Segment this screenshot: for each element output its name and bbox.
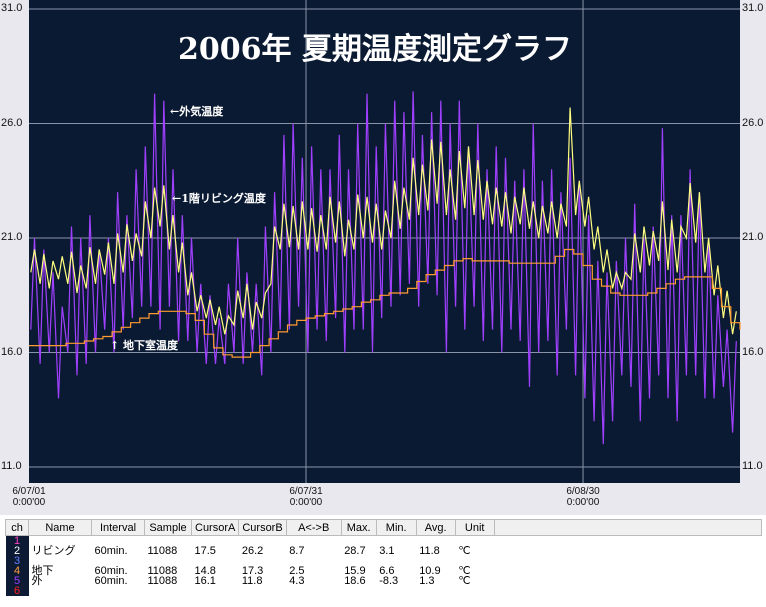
table-row[interactable]: 1: [5, 535, 762, 546]
plot-background: [29, 0, 740, 483]
table-cell: 3.1: [379, 545, 395, 557]
column-header-empty: [493, 519, 762, 536]
column-header[interactable]: A<->B: [285, 519, 342, 536]
channel-number: 3: [5, 556, 29, 567]
table-cell: 60min.: [94, 575, 128, 587]
channel-number: 5: [5, 576, 29, 587]
table-cell: [239, 586, 286, 596]
table-cell: 15.9: [344, 565, 366, 577]
annotation-living: ←1階リビング温度: [172, 192, 266, 205]
table-cell: [92, 586, 145, 596]
x-tick-label: 6/08/30 0:00'00: [566, 486, 600, 508]
table-cell: 11088: [147, 545, 178, 557]
table-cell: 8.7: [289, 545, 305, 557]
table-cell: 10.9: [419, 565, 441, 577]
column-header[interactable]: CursorA: [190, 519, 240, 536]
table-cell: 11088: [147, 565, 178, 577]
table-cell: [416, 586, 455, 596]
column-header[interactable]: CursorB: [238, 519, 287, 536]
table-cell: -8.3: [379, 575, 399, 587]
column-header[interactable]: Avg.: [415, 519, 456, 536]
column-header[interactable]: Unit: [454, 519, 495, 536]
series-line-地下: [29, 248, 741, 358]
x-tick-label: 6/07/01 0:00'00: [12, 486, 46, 508]
table-cell: [29, 586, 92, 596]
table-cell: 28.7: [344, 545, 366, 557]
table-cell: [192, 586, 239, 596]
table-cell: 60min.: [94, 565, 128, 577]
channel-table: ch Name Interval Sample CursorA CursorB A<->B M…: [0, 515, 766, 607]
table-row[interactable]: 2 リビング 60min. 11088 17.5 26.2 8.7 28.7 3.1 11.8 ℃: [5, 545, 762, 557]
series-line-リビング: [30, 107, 737, 335]
table-cell: 1.3: [419, 575, 435, 587]
column-header[interactable]: Min.: [375, 519, 417, 536]
y-tick-label-left: 21.0: [1, 231, 23, 243]
table-cell: ℃: [458, 545, 471, 557]
column-header[interactable]: Interval: [91, 519, 145, 536]
table-cell: 17.3: [241, 565, 264, 577]
table-cell: 11.8: [419, 545, 440, 557]
column-header[interactable]: ch: [5, 519, 29, 536]
table-cell: 18.6: [344, 575, 366, 587]
chart-plot: [29, 0, 741, 483]
channel-number: 1: [5, 535, 29, 546]
table-row[interactable]: 4 地下 60min. 11088 14.8 17.3 2.5 15.9 6.6 10.9 ℃: [5, 565, 762, 577]
table-cell: ℃: [458, 565, 471, 577]
table-cell: [286, 586, 341, 596]
table-cell: 14.8: [194, 565, 216, 577]
y-tick-label-right: 16.0: [742, 345, 764, 358]
y-tick-label-right: 11.0: [742, 460, 763, 472]
column-header[interactable]: Name: [28, 519, 92, 536]
column-header[interactable]: Max.: [340, 519, 377, 536]
column-header[interactable]: Sample: [144, 519, 192, 536]
y-tick-label-left: 16.0: [1, 345, 23, 358]
y-tick-label-right: 21.0: [742, 231, 764, 243]
table-cell: 6.6: [379, 565, 395, 577]
y-tick-label-left: 11.0: [1, 460, 22, 472]
channel-number: 6: [5, 586, 29, 597]
annotation-basement: ↑ 地下室温度: [110, 339, 179, 352]
table-cell: 11088: [147, 575, 178, 587]
table-cell: リビング: [31, 545, 76, 557]
y-tick-label-left: 26.0: [1, 116, 23, 129]
channel-number: 2: [5, 546, 29, 557]
table-cell: 地下: [31, 565, 54, 577]
y-tick-label-right: 26.0: [742, 116, 764, 129]
series-line-外: [30, 91, 737, 445]
table-cell: 17.5: [194, 545, 216, 557]
x-tick-label: 6/07/31 0:00'00: [289, 486, 323, 508]
chart-title: 2006年 夏期温度測定グラフ: [178, 32, 572, 67]
table-row[interactable]: 3: [5, 556, 762, 567]
table-cell: 11.8: [241, 575, 263, 587]
y-tick-label-right: 31.0: [742, 2, 764, 14]
table-row[interactable]: 6: [5, 586, 762, 597]
y-tick-label-left: 31.0: [1, 2, 23, 14]
table-cell: 4.3: [289, 575, 305, 587]
table-cell: ℃: [458, 575, 471, 587]
table-cell: 2.5: [289, 565, 305, 577]
table-cell: [455, 586, 494, 596]
table-row[interactable]: 5 外 60min. 11088 16.1 11.8 4.3 18.6 -8.3 1.3 ℃: [5, 575, 762, 587]
table-cell: [145, 586, 192, 596]
table-cell: 26.2: [241, 545, 264, 557]
table-cell: 60min.: [94, 545, 128, 557]
channel-number: 4: [5, 566, 29, 577]
annotation-outside: ←外気温度: [170, 105, 224, 118]
table-cell: [376, 586, 416, 596]
table-cell: [341, 586, 376, 596]
table-cell: 16.1: [194, 575, 216, 587]
table-cell: 外: [31, 575, 43, 587]
